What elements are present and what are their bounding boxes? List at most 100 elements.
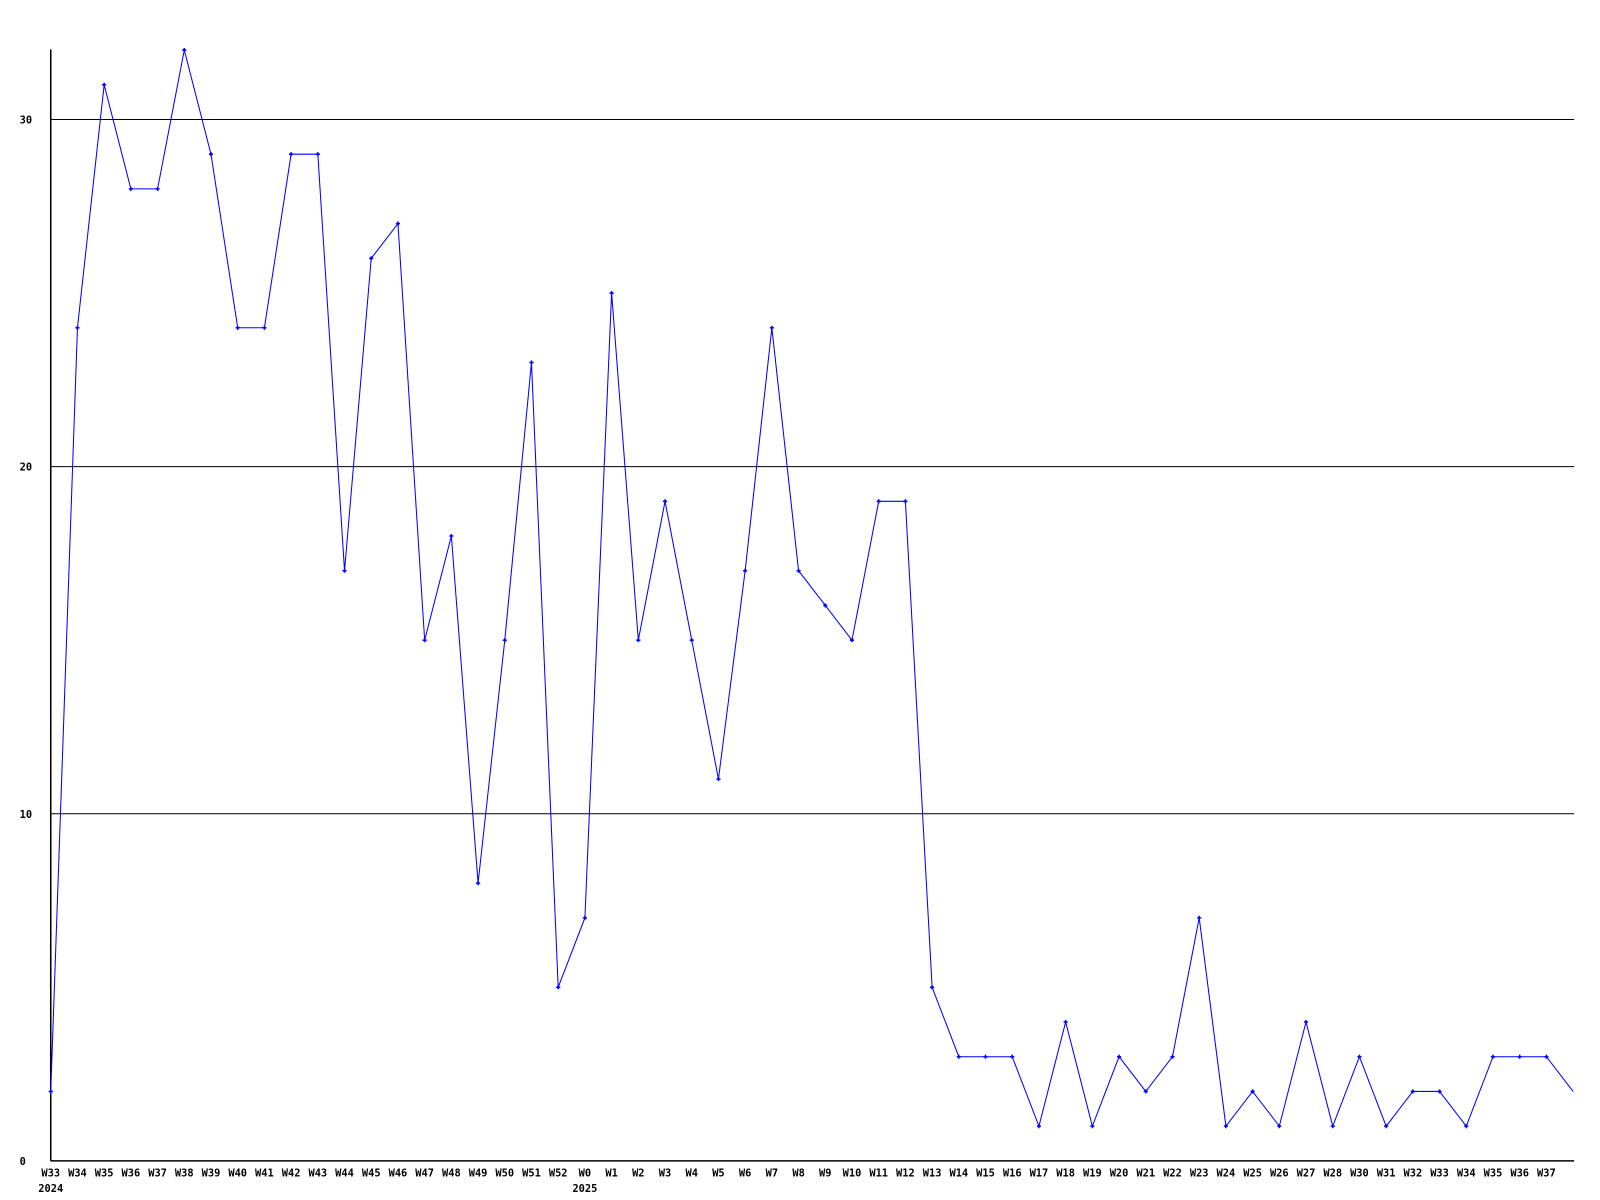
x-tick-label: W40 xyxy=(228,1167,247,1179)
x-tick-label: W24 xyxy=(1217,1167,1236,1179)
data-point xyxy=(1357,1054,1362,1059)
x-tick-label: W20 xyxy=(1110,1167,1129,1179)
x-tick-label: W36 xyxy=(122,1167,141,1179)
grid xyxy=(50,118,1575,815)
x-tick-label: W9 xyxy=(819,1167,831,1179)
data-point xyxy=(1010,1054,1015,1059)
data-point xyxy=(662,499,668,504)
x-tick-label: W18 xyxy=(1056,1167,1075,1179)
data-point xyxy=(1116,1054,1122,1059)
x-tick-label: W36 xyxy=(1510,1167,1529,1179)
data-point xyxy=(796,568,801,573)
data-point xyxy=(1277,1124,1282,1129)
data-point xyxy=(182,48,187,53)
x-tick-label: W35 xyxy=(1484,1167,1503,1179)
x-tick-label: W17 xyxy=(1030,1167,1049,1179)
data-point xyxy=(1170,1054,1175,1059)
data-point xyxy=(102,82,107,87)
data-point xyxy=(823,603,828,608)
data-point xyxy=(1384,1124,1389,1129)
data-point xyxy=(689,638,694,643)
x-tick-label: W30 xyxy=(1350,1167,1369,1179)
series xyxy=(48,48,1574,1129)
data-point xyxy=(636,638,641,643)
data-point xyxy=(1250,1089,1255,1094)
x-tick-label: W31 xyxy=(1377,1167,1396,1179)
data-point xyxy=(1544,1054,1549,1059)
year-label: 2025 xyxy=(572,1183,597,1195)
axes xyxy=(49,49,1575,1162)
data-point xyxy=(342,568,347,573)
data-point xyxy=(1437,1089,1442,1094)
data-point xyxy=(1490,1054,1496,1059)
data-point xyxy=(529,360,534,365)
y-tick-label: 30 xyxy=(20,115,32,127)
data-point xyxy=(289,152,294,157)
x-tick-label: W32 xyxy=(1404,1167,1423,1179)
data-point xyxy=(1464,1124,1469,1129)
x-tick-label: W2 xyxy=(632,1167,644,1179)
data-point xyxy=(582,915,587,920)
x-tick-label: W47 xyxy=(415,1167,434,1179)
series-line xyxy=(50,49,1574,1128)
x-tick-label: W5 xyxy=(712,1167,724,1179)
x-tick-label: W16 xyxy=(1003,1167,1022,1179)
data-point xyxy=(395,221,401,226)
data-point xyxy=(48,1089,53,1094)
data-point xyxy=(930,985,935,990)
x-tick-label: W42 xyxy=(282,1167,301,1179)
data-point xyxy=(208,152,214,157)
data-point xyxy=(716,776,721,782)
tick-labels: 0 10 20 30 W33 W34 W35 W36 W37 W38 W39 W40 W41 W42 W43… xyxy=(20,115,1556,1195)
data-point xyxy=(1517,1054,1522,1059)
x-tick-label: W46 xyxy=(389,1167,408,1179)
x-tick-label: W27 xyxy=(1297,1167,1316,1179)
x-tick-label: W39 xyxy=(202,1167,221,1179)
data-point xyxy=(1330,1124,1335,1129)
data-point xyxy=(422,638,427,643)
data-point xyxy=(876,499,881,504)
x-tick-label: W13 xyxy=(923,1167,942,1179)
data-point xyxy=(235,325,240,330)
x-tick-label: W1 xyxy=(605,1167,617,1179)
x-tick-label: W37 xyxy=(1537,1167,1556,1179)
data-point xyxy=(476,881,481,886)
data-point xyxy=(556,985,561,990)
data-point xyxy=(849,638,855,643)
data-point xyxy=(769,325,774,330)
x-tick-label: W48 xyxy=(442,1167,461,1179)
data-point xyxy=(315,152,320,157)
year-label: 2024 xyxy=(38,1183,63,1195)
data-point xyxy=(1197,915,1202,920)
x-tick-label: W0 xyxy=(579,1167,591,1179)
x-tick-label: W50 xyxy=(495,1167,514,1179)
data-point xyxy=(262,325,267,330)
data-point xyxy=(743,568,748,573)
x-tick-label: W23 xyxy=(1190,1167,1209,1179)
data-point xyxy=(1090,1124,1095,1129)
x-tick-label: W34 xyxy=(1457,1167,1476,1179)
data-point xyxy=(1223,1124,1228,1129)
x-tick-label: W45 xyxy=(362,1167,381,1179)
y-tick-label: 20 xyxy=(20,462,32,474)
data-point xyxy=(609,290,614,296)
x-tick-label: W11 xyxy=(869,1167,888,1179)
x-tick-label: W15 xyxy=(976,1167,995,1179)
x-tick-label: W6 xyxy=(739,1167,751,1179)
x-tick-label: W7 xyxy=(766,1167,778,1179)
x-tick-label: W4 xyxy=(686,1167,698,1179)
data-point xyxy=(128,186,133,191)
data-point xyxy=(369,256,374,261)
x-tick-label: W25 xyxy=(1243,1167,1262,1179)
x-tick-label: W49 xyxy=(469,1167,488,1179)
x-tick-label: W35 xyxy=(95,1167,114,1179)
data-point xyxy=(1303,1019,1309,1025)
data-point xyxy=(1063,1019,1068,1025)
data-point xyxy=(75,325,80,330)
x-tick-label: W14 xyxy=(949,1167,968,1179)
data-point xyxy=(155,186,160,191)
data-point xyxy=(903,499,908,504)
x-tick-label: W41 xyxy=(255,1167,274,1179)
x-tick-label: W43 xyxy=(308,1167,327,1179)
x-tick-label: W44 xyxy=(335,1167,354,1179)
